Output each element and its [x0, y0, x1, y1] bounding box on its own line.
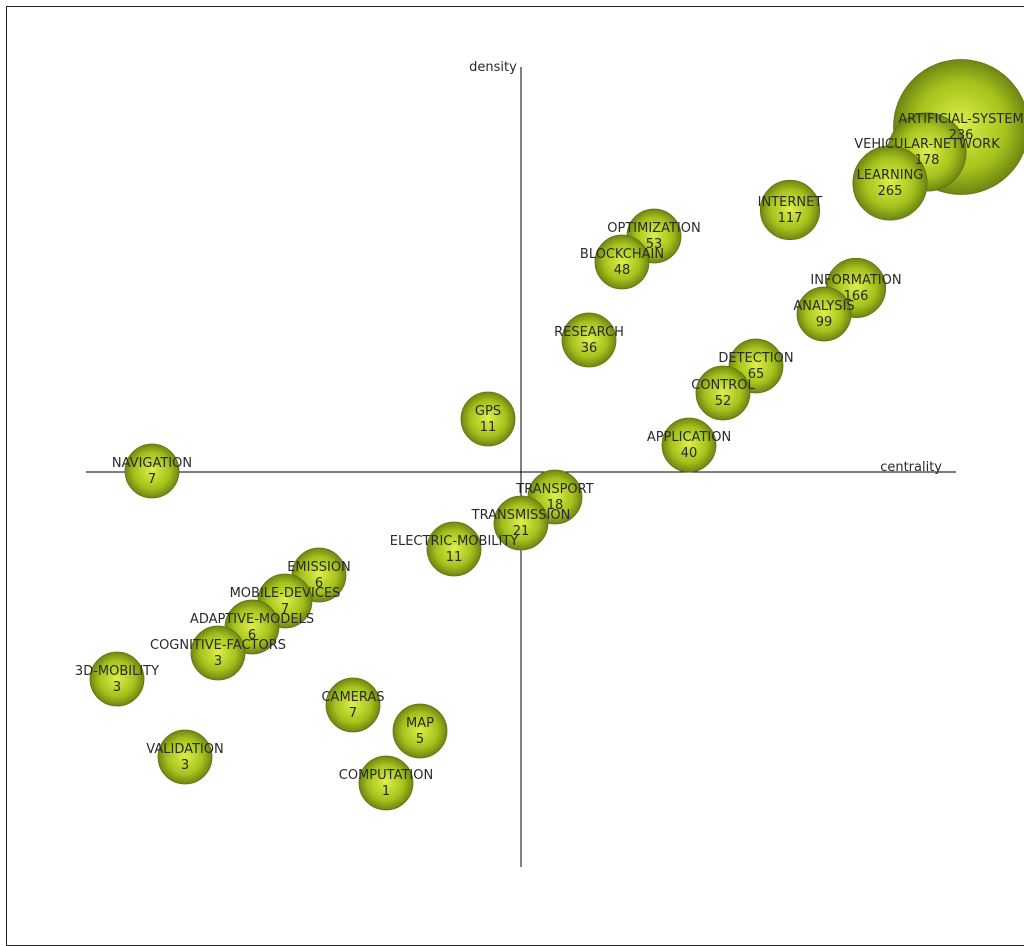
label-3d-mobility: 3D-MOBILITY: [75, 664, 159, 679]
y-axis-label: density: [469, 60, 517, 75]
bubble-3d-mobility: [90, 652, 144, 706]
label-detection: DETECTION: [718, 351, 793, 366]
value-cameras: 7: [349, 706, 357, 721]
value-cognitive-factors: 3: [214, 654, 222, 669]
bubble-cameras: [326, 678, 380, 732]
label-navigation: NAVIGATION: [112, 456, 192, 471]
bubble-research: [562, 313, 616, 367]
label-transport: TRANSPORT: [515, 482, 593, 497]
label-learning: LEARNING: [857, 168, 924, 183]
value-blockchain: 48: [614, 263, 631, 278]
label-cognitive-factors: COGNITIVE-FACTORS: [150, 638, 286, 653]
label-electric-mobility: ELECTRIC-MOBILITY: [390, 534, 519, 549]
label-emission: EMISSION: [287, 560, 351, 575]
label-optimization: OPTIMIZATION: [607, 221, 700, 236]
bubble-control: [696, 366, 750, 420]
value-research: 36: [581, 341, 598, 356]
label-computation: COMPUTATION: [339, 768, 433, 783]
value-computation: 1: [382, 784, 390, 799]
label-validation: VALIDATION: [146, 742, 223, 757]
bubble-computation: [359, 756, 413, 810]
bubble-application: [662, 418, 716, 472]
bubble-cognitive-factors: [191, 626, 245, 680]
label-application: APPLICATION: [647, 430, 731, 445]
label-information: INFORMATION: [810, 273, 901, 288]
label-map: MAP: [406, 716, 434, 731]
bubble-internet: [760, 180, 819, 239]
label-mobile-devices: MOBILE-DEVICES: [230, 586, 341, 601]
x-axis-label: centrality: [880, 460, 942, 475]
value-gps: 11: [480, 420, 497, 435]
value-internet: 117: [778, 211, 803, 226]
label-adaptive-models: ADAPTIVE-MODELS: [190, 612, 314, 627]
value-navigation: 7: [148, 472, 156, 487]
value-validation: 3: [181, 758, 189, 773]
label-internet: INTERNET: [758, 195, 823, 210]
value-vehicular-network: 178: [915, 153, 940, 168]
bubble-validation: [158, 730, 212, 784]
label-vehicular-network: VEHICULAR-NETWORK: [854, 137, 1000, 152]
bubble-blockchain: [595, 235, 649, 289]
value-3d-mobility: 3: [113, 680, 121, 695]
label-artificial-system: ARTIFICIAL-SYSTEM: [898, 112, 1023, 127]
bubble-gps: [461, 392, 515, 446]
value-map: 5: [416, 732, 424, 747]
label-control: CONTROL: [691, 378, 755, 393]
label-cameras: CAMERAS: [321, 690, 384, 705]
value-analysis: 99: [816, 315, 833, 330]
value-application: 40: [681, 446, 698, 461]
value-electric-mobility: 11: [446, 550, 463, 565]
bubble-navigation: [125, 444, 179, 498]
value-learning: 265: [878, 184, 903, 199]
label-transmission: TRANSMISSION: [471, 508, 571, 523]
label-research: RESEARCH: [554, 325, 624, 340]
label-blockchain: BLOCKCHAIN: [580, 247, 664, 262]
label-analysis: ANALYSIS: [793, 299, 854, 314]
bubble-electric-mobility: [427, 522, 481, 576]
label-gps: GPS: [475, 404, 501, 419]
bubble-map: [393, 704, 447, 758]
value-control: 52: [715, 394, 732, 409]
